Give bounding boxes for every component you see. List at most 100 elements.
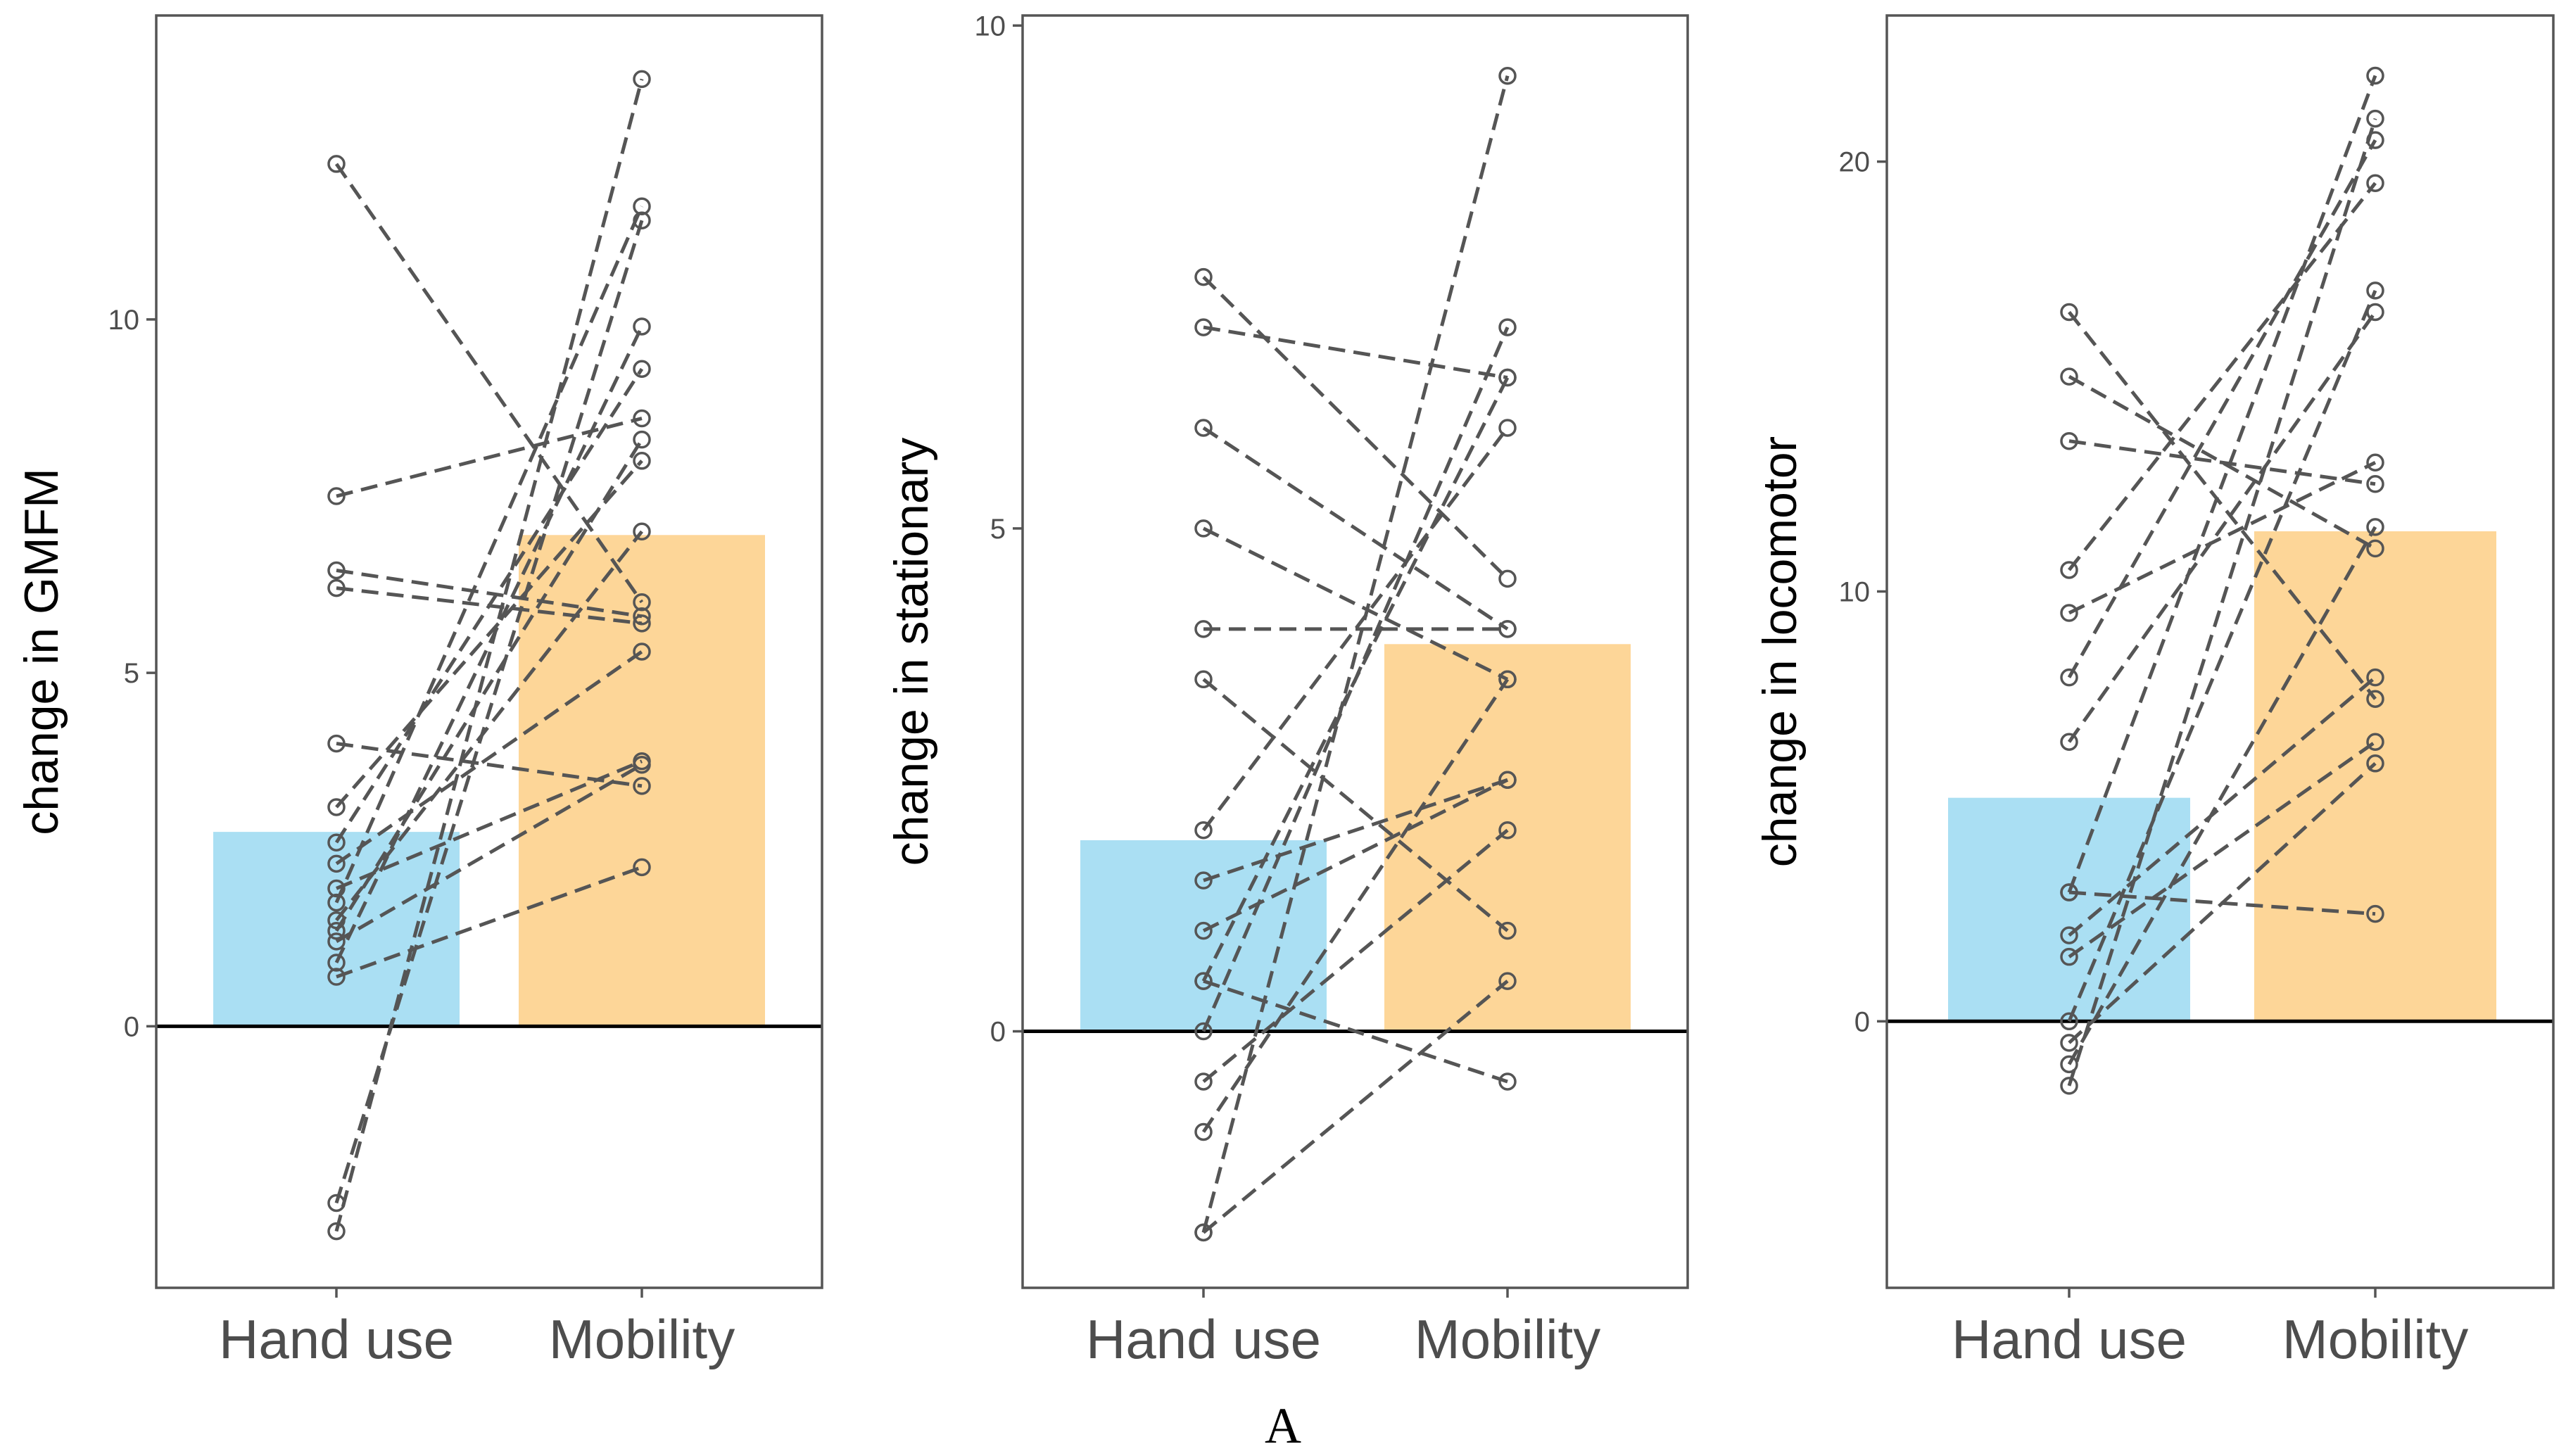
pair-line (336, 866, 643, 979)
figure-label: A (1265, 1398, 1301, 1454)
pair-line (1202, 426, 1509, 832)
data-point-hand-use (327, 734, 346, 753)
pair-line (334, 78, 644, 1232)
data-point-mobility (2366, 754, 2384, 773)
data-point-hand-use (2060, 431, 2078, 450)
panel-stationary: 0 5 10 Hand use Mobility change in stationary (885, 11, 1689, 1370)
y-tick-label: 20 (1839, 147, 1871, 178)
data-point-mobility (2366, 174, 2384, 192)
y-tick-label: 10 (1839, 576, 1871, 607)
data-point-mobility (633, 777, 651, 795)
data-point-hand-use (2060, 926, 2078, 944)
data-point-hand-use (1194, 620, 1213, 638)
pair-line (2067, 118, 2377, 1087)
data-point-mobility (2366, 518, 2384, 536)
pair-line (1201, 75, 1510, 1234)
data-point-hand-use (1194, 821, 1213, 840)
data-point-hand-use (327, 1222, 346, 1241)
data-point-mobility (1498, 569, 1517, 588)
data-point-hand-use (1194, 871, 1213, 890)
data-point-hand-use (327, 922, 346, 940)
data-point-mobility (2366, 453, 2384, 471)
data-point-mobility (1498, 921, 1517, 940)
data-point-mobility (633, 522, 651, 540)
pair-line (1202, 828, 1509, 1083)
data-point-hand-use (327, 487, 346, 505)
data-point-hand-use (327, 954, 346, 972)
data-point-mobility (633, 360, 651, 378)
pair-line (335, 650, 643, 866)
data-point-mobility (1498, 670, 1517, 689)
data-point-mobility (633, 317, 651, 336)
y-tick-label: 5 (990, 514, 1006, 545)
plot-frame (1021, 14, 1689, 1289)
data-point-mobility (1498, 771, 1517, 789)
data-point-hand-use (1194, 972, 1213, 990)
data-point-hand-use (1194, 419, 1213, 437)
data-point-mobility (1498, 419, 1517, 437)
x-category-label-mobility: Mobility (1415, 1308, 1600, 1370)
data-point-hand-use (1194, 670, 1213, 689)
data-point-mobility (2366, 475, 2384, 493)
data-point-hand-use (2060, 947, 2078, 966)
pair-line (1202, 426, 1509, 631)
data-point-hand-use (2060, 367, 2078, 386)
y-tick-label: 0 (990, 1017, 1006, 1048)
data-point-hand-use (327, 833, 346, 852)
data-point-mobility (633, 593, 651, 612)
pair-line (2067, 526, 2377, 1065)
pair-line (1202, 980, 1509, 1234)
data-point-hand-use (2060, 604, 2078, 622)
pair-line (2068, 310, 2377, 700)
data-point-mobility (633, 409, 651, 428)
data-point-hand-use (2060, 1055, 2078, 1074)
data-point-mobility (2366, 109, 2384, 128)
data-point-mobility (633, 197, 651, 215)
plot-frame (155, 14, 823, 1289)
data-point-hand-use (327, 854, 346, 873)
y-axis-label: change in stationary (885, 438, 938, 866)
y-tick-label: 0 (1854, 1006, 1870, 1037)
pair-line (1203, 778, 1508, 882)
panel-locomotor: 0 10 20 Hand use Mobility change in locomotor (1753, 14, 2555, 1370)
y-tick-label: 10 (975, 11, 1006, 42)
pair-line (2068, 182, 2377, 571)
pair-line (1202, 678, 1509, 932)
data-point-hand-use (1194, 1122, 1213, 1141)
data-point-hand-use (327, 798, 346, 816)
bar-hand-use (1948, 797, 2190, 1022)
x-category-label-hand-use: Hand use (1086, 1308, 1321, 1370)
data-point-hand-use (327, 879, 346, 898)
data-point-mobility (1498, 821, 1517, 840)
data-point-mobility (1498, 368, 1517, 387)
data-point-mobility (633, 614, 651, 633)
data-point-hand-use (1194, 318, 1213, 336)
data-point-mobility (633, 430, 651, 449)
x-category-label-hand-use: Hand use (219, 1308, 454, 1370)
data-point-mobility (1498, 972, 1517, 990)
pair-line (2067, 139, 2377, 678)
pair-line (1202, 778, 1509, 932)
pair-line (2068, 740, 2377, 958)
pair-line (334, 438, 644, 932)
data-point-mobility (1498, 318, 1517, 336)
pair-line (2068, 374, 2377, 550)
data-point-mobility (2366, 690, 2384, 708)
data-point-hand-use (327, 932, 346, 951)
pair-line (335, 763, 643, 943)
data-point-hand-use (2060, 561, 2078, 579)
data-point-mobility (633, 70, 651, 89)
data-point-hand-use (2060, 1012, 2078, 1031)
pair-line (1201, 678, 1510, 1133)
pair-line (336, 569, 643, 619)
data-point-hand-use (1194, 1223, 1213, 1242)
bar-mobility (519, 535, 765, 1027)
pair-line (2068, 439, 2376, 486)
bar-mobility (2254, 531, 2496, 1022)
data-point-mobility (1498, 1072, 1517, 1091)
data-point-mobility (2366, 904, 2384, 923)
pair-line (2067, 311, 2377, 743)
pair-line (336, 759, 643, 890)
data-point-hand-use (2060, 668, 2078, 687)
